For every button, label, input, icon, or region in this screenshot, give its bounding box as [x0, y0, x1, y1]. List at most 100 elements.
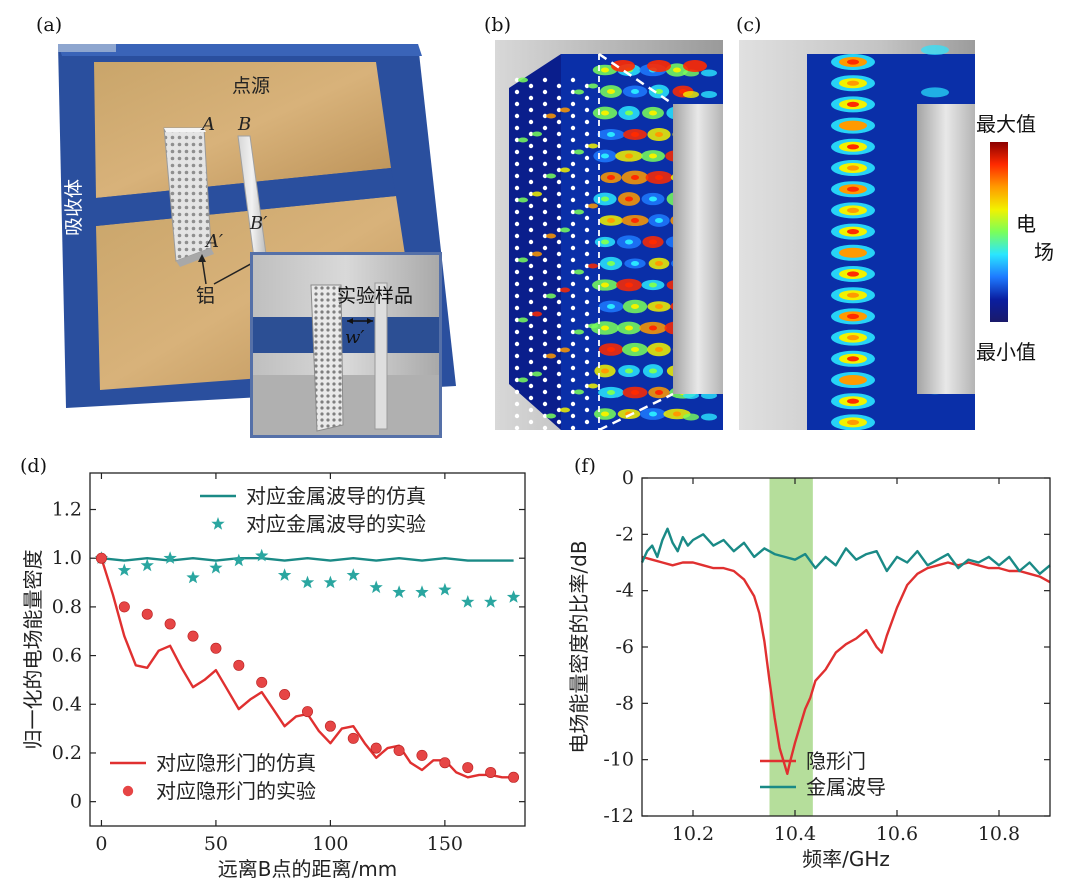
label-B: B: [237, 114, 251, 135]
data-point-star: [163, 551, 177, 564]
x-axis-label: 远离B点的距离/mm: [218, 857, 397, 881]
data-point-dot: [187, 630, 199, 642]
data-point-dot: [485, 766, 497, 778]
data-point-dot: [210, 642, 222, 654]
y-tick-label: 0.2: [52, 742, 82, 764]
field-map-cloak: [495, 40, 723, 430]
legend-label: 对应金属波导的实验: [246, 512, 426, 536]
data-point-dot: [462, 762, 474, 774]
series-line-0: [101, 556, 514, 562]
data-point-dot: [164, 618, 176, 630]
data-point-dot: [233, 659, 245, 671]
y-tick-label: -10: [603, 749, 634, 771]
data-point-dot: [324, 720, 336, 732]
y-tick-label: 0.6: [52, 645, 82, 667]
data-point-star: [117, 563, 131, 576]
data-point-dot: [393, 745, 405, 757]
data-point-star: [415, 585, 429, 598]
data-point-dot: [301, 706, 313, 718]
panel-label-a: (a): [36, 14, 63, 36]
legend-label: 对应金属波导的仿真: [246, 484, 426, 508]
legend-label: 对应隐形门的实验: [156, 779, 316, 803]
data-point-dot: [439, 757, 451, 769]
y-tick-label: 1.0: [52, 547, 82, 569]
legend-label: 隐形门: [806, 749, 866, 773]
data-point-star: [255, 548, 269, 562]
data-point-star: [461, 595, 475, 608]
x-tick-label: 100: [312, 833, 348, 855]
label-B-prime: B′: [249, 213, 267, 234]
data-point-star: [232, 553, 246, 567]
y-tick-label: -2: [615, 523, 634, 545]
data-point-star: [484, 595, 498, 608]
data-point-dot: [95, 552, 107, 564]
chart-f: 10.2 10.4 10.6 10.8 0 -2 -4 -6 -8 -10 -12 频率/GHz 电场能…: [567, 467, 1051, 871]
data-point-dot: [508, 771, 520, 783]
label-sample: 实验样品: [337, 285, 414, 307]
panel-label-b: (b): [484, 14, 511, 36]
colorbar-title-2: 场: [1034, 240, 1054, 264]
colorbar-max-label: 最大值: [976, 112, 1036, 136]
colorbar: [990, 142, 1008, 322]
plot-frame: [89, 472, 526, 827]
series-line-2: [100, 557, 514, 779]
data-point-dot: [279, 689, 291, 701]
data-point-star: [300, 575, 315, 589]
data-point-star: [506, 590, 521, 603]
data-point-dot: [256, 676, 268, 688]
colorbar-min-label: 最小值: [976, 340, 1036, 364]
legend-label: 对应隐形门的仿真: [156, 751, 316, 775]
data-point-star: [438, 582, 452, 596]
data-point-star: [277, 568, 292, 581]
panel-label-c: (c): [736, 14, 762, 36]
data-point-star: [323, 575, 338, 589]
colorbar-title-1: 电: [1016, 212, 1036, 236]
field-map-metal-waveguide: [739, 40, 975, 430]
label-w-prime: w′: [345, 327, 365, 348]
chart-d: 0 50 100 150 0 0.2 0.4 0.6 0.8 1.0 1.2 远离B点的距离/mm 归一…: [21, 472, 526, 881]
x-tick-label: 10.6: [876, 823, 918, 845]
x-tick-label: 10.2: [672, 823, 714, 845]
y-tick-label: -4: [615, 580, 634, 602]
x-tick-label: 50: [204, 833, 228, 855]
x-tick-label: 10.8: [978, 823, 1020, 845]
panel-label-f: (f): [574, 455, 596, 477]
data-point-star: [392, 585, 406, 598]
sample-photo-inset: 实验样品 w′: [250, 252, 442, 438]
y-tick-label: 1.2: [52, 499, 82, 521]
data-point-dot: [347, 732, 359, 744]
legend-swatch: [211, 517, 225, 530]
y-tick-label: -8: [615, 692, 634, 714]
data-point-star: [369, 580, 383, 594]
data-point-dot: [118, 601, 130, 613]
label-aluminum: 铝: [196, 285, 215, 307]
legend-label: 金属波导: [806, 775, 886, 799]
y-tick-label: 0: [622, 467, 634, 489]
panel-label-d: (d): [20, 455, 47, 477]
y-tick-label: 0: [70, 791, 82, 813]
data-point-dot: [416, 749, 428, 761]
data-point-star: [346, 568, 360, 581]
data-point-dot: [141, 608, 153, 620]
y-tick-label: -12: [603, 805, 634, 827]
y-tick-label: 0.4: [52, 693, 82, 715]
x-tick-label: 10.4: [774, 823, 816, 845]
x-axis-label: 频率/GHz: [802, 847, 890, 871]
x-tick-label: 0: [95, 833, 107, 855]
y-axis-label: 归一化的电场能量密度: [21, 550, 45, 750]
data-point-star: [140, 558, 154, 572]
y-tick-label: -6: [615, 636, 634, 658]
y-tick-label: 0.8: [52, 596, 82, 618]
data-point-star: [186, 570, 200, 584]
series-line-1: [640, 527, 1051, 576]
x-tick-label: 150: [427, 833, 463, 855]
label-A: A: [200, 114, 215, 135]
data-point-star: [209, 560, 223, 574]
label-absorber: 吸收体: [63, 179, 85, 236]
label-point-source: 点源: [232, 75, 270, 97]
data-point-dot: [370, 742, 382, 754]
label-A-prime: A′: [204, 231, 223, 252]
y-axis-label: 电场能量密度的比率/dB: [567, 540, 591, 753]
series-line-0: [641, 555, 1051, 775]
legend-swatch: [122, 785, 134, 797]
